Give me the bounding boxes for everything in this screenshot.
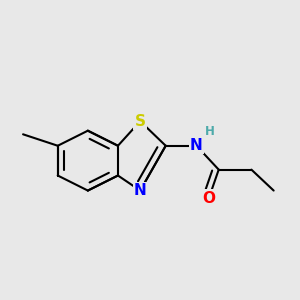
Text: O: O — [202, 190, 215, 206]
Text: N: N — [190, 138, 203, 153]
Text: N: N — [134, 183, 147, 198]
Text: S: S — [135, 114, 146, 129]
Text: H: H — [205, 124, 214, 137]
